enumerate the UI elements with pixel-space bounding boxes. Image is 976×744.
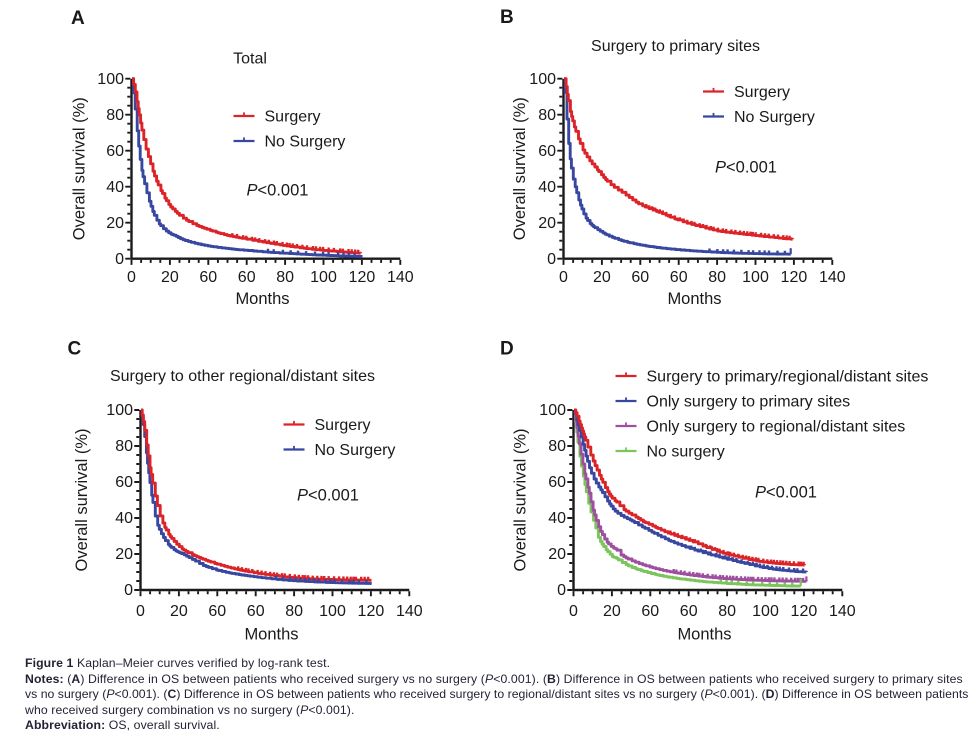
svg-text:No surgery: No surgery (647, 444, 725, 461)
svg-text:140: 140 (387, 269, 414, 286)
svg-text:120: 120 (791, 603, 818, 620)
svg-text:60: 60 (106, 143, 124, 160)
svg-text:60: 60 (641, 603, 659, 620)
svg-text:120: 120 (781, 269, 808, 286)
svg-text:40: 40 (115, 510, 133, 527)
svg-text:100: 100 (319, 603, 346, 620)
svg-text:100: 100 (97, 71, 124, 88)
svg-text:20: 20 (593, 269, 611, 286)
svg-text:80: 80 (538, 107, 556, 124)
svg-text:60: 60 (247, 603, 265, 620)
svg-text:P<0.001: P<0.001 (297, 487, 359, 505)
svg-text:80: 80 (115, 438, 133, 455)
svg-text:100: 100 (106, 402, 133, 419)
svg-text:0: 0 (115, 251, 124, 268)
svg-text:60: 60 (199, 269, 217, 286)
svg-text:Overall survival (%): Overall survival (%) (71, 97, 89, 240)
svg-text:No Surgery: No Surgery (265, 134, 346, 151)
svg-text:P<0.001: P<0.001 (247, 182, 309, 200)
svg-text:No Surgery: No Surgery (315, 442, 396, 459)
svg-text:D: D (500, 339, 514, 360)
svg-text:80: 80 (276, 269, 294, 286)
svg-text:100: 100 (529, 71, 556, 88)
svg-text:20: 20 (161, 269, 179, 286)
svg-text:Overall survival (%): Overall survival (%) (73, 428, 91, 571)
svg-text:Only surgery to regional/dista: Only surgery to regional/distant sites (647, 419, 906, 436)
svg-text:100: 100 (752, 603, 779, 620)
svg-text:A: A (71, 8, 85, 29)
svg-text:B: B (500, 7, 514, 28)
svg-text:20: 20 (538, 215, 556, 232)
svg-text:0: 0 (569, 603, 578, 620)
svg-text:80: 80 (718, 603, 736, 620)
svg-text:0: 0 (127, 269, 136, 286)
svg-text:0: 0 (136, 603, 145, 620)
svg-text:Months: Months (677, 625, 731, 643)
svg-text:40: 40 (548, 510, 566, 527)
svg-text:40: 40 (538, 179, 556, 196)
svg-text:100: 100 (310, 269, 337, 286)
svg-text:60: 60 (208, 603, 226, 620)
svg-text:0: 0 (557, 582, 566, 599)
svg-text:100: 100 (742, 269, 769, 286)
svg-text:80: 80 (106, 107, 124, 124)
svg-text:80: 80 (285, 603, 303, 620)
svg-text:20: 20 (115, 546, 133, 563)
svg-text:Surgery to other regional/dist: Surgery to other regional/distant sites (110, 368, 375, 385)
svg-text:60: 60 (670, 269, 688, 286)
svg-text:P<0.001: P<0.001 (755, 484, 817, 502)
svg-text:60: 60 (548, 474, 566, 491)
svg-text:120: 120 (349, 269, 376, 286)
svg-text:Surgery: Surgery (315, 417, 371, 434)
svg-text:140: 140 (819, 269, 846, 286)
svg-text:No Surgery: No Surgery (734, 109, 815, 126)
svg-text:40: 40 (106, 179, 124, 196)
svg-text:80: 80 (548, 438, 566, 455)
svg-text:60: 60 (238, 269, 256, 286)
svg-text:0: 0 (559, 269, 568, 286)
svg-text:Surgery: Surgery (265, 109, 321, 126)
svg-text:120: 120 (358, 603, 385, 620)
svg-text:Months: Months (244, 625, 298, 643)
svg-text:80: 80 (708, 269, 726, 286)
svg-text:Surgery: Surgery (734, 84, 790, 101)
svg-text:60: 60 (115, 474, 133, 491)
svg-text:60: 60 (631, 269, 649, 286)
svg-text:20: 20 (603, 603, 621, 620)
svg-text:140: 140 (829, 603, 856, 620)
svg-text:Total: Total (233, 51, 267, 68)
svg-text:20: 20 (548, 546, 566, 563)
svg-text:Surgery to primary sites: Surgery to primary sites (591, 38, 760, 55)
svg-text:0: 0 (547, 251, 556, 268)
svg-text:140: 140 (396, 603, 423, 620)
svg-text:60: 60 (538, 143, 556, 160)
svg-text:20: 20 (170, 603, 188, 620)
svg-text:Overall survival (%): Overall survival (%) (512, 428, 530, 571)
svg-text:100: 100 (539, 402, 566, 419)
svg-text:20: 20 (106, 215, 124, 232)
svg-text:Surgery to primary/regional/di: Surgery to primary/regional/distant site… (647, 369, 929, 386)
svg-text:Months: Months (235, 290, 289, 308)
svg-text:C: C (68, 339, 82, 360)
svg-text:0: 0 (124, 582, 133, 599)
svg-text:P<0.001: P<0.001 (715, 159, 777, 177)
svg-text:Months: Months (667, 290, 721, 308)
svg-text:60: 60 (680, 603, 698, 620)
svg-text:Overall survival (%): Overall survival (%) (511, 97, 529, 240)
svg-text:Only surgery to primary sites: Only surgery to primary sites (647, 394, 851, 411)
